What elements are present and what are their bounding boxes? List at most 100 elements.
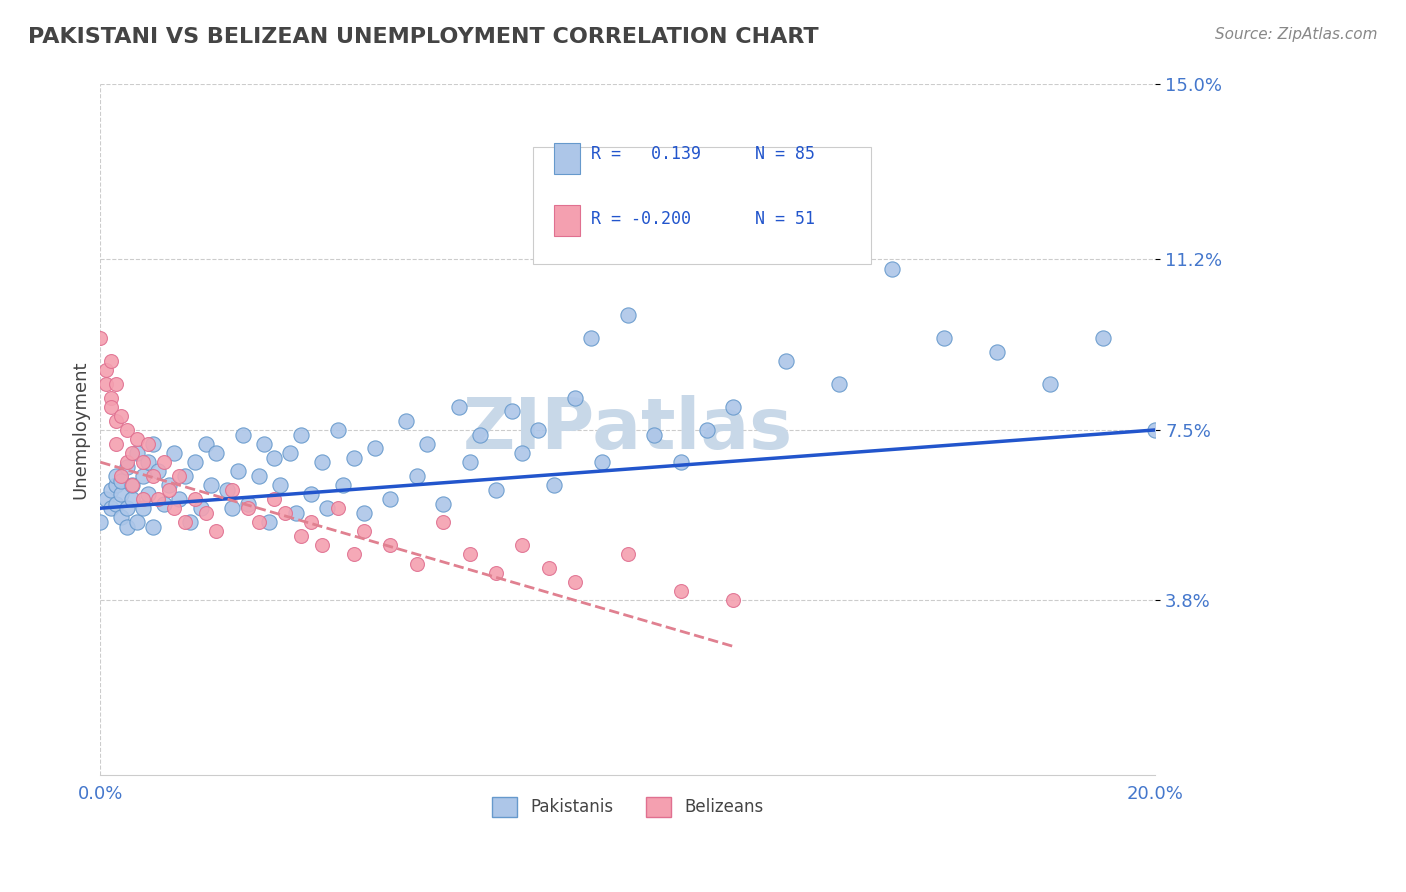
Point <box>236 497 259 511</box>
Point <box>127 432 149 446</box>
Point <box>485 566 508 580</box>
Point <box>100 483 122 497</box>
Point <box>311 538 333 552</box>
FancyBboxPatch shape <box>554 205 581 236</box>
Text: ZIPatlas: ZIPatlas <box>463 395 793 465</box>
Point <box>263 491 285 506</box>
Point <box>131 491 153 506</box>
Point <box>110 409 132 423</box>
Point <box>253 436 276 450</box>
Point <box>311 455 333 469</box>
Point <box>94 491 117 506</box>
Point <box>115 423 138 437</box>
Point <box>432 515 454 529</box>
Text: Source: ZipAtlas.com: Source: ZipAtlas.com <box>1215 27 1378 42</box>
Point <box>380 491 402 506</box>
Point <box>363 442 385 456</box>
Point <box>173 469 195 483</box>
Point <box>828 376 851 391</box>
Point <box>1091 331 1114 345</box>
Point <box>775 354 797 368</box>
Point <box>100 400 122 414</box>
Point <box>105 497 128 511</box>
Point <box>190 501 212 516</box>
Point <box>986 344 1008 359</box>
Point <box>100 391 122 405</box>
Point <box>184 491 207 506</box>
Point <box>127 446 149 460</box>
Point <box>257 515 280 529</box>
Point <box>342 547 364 561</box>
Point <box>934 331 956 345</box>
Point <box>247 515 270 529</box>
Point <box>416 436 439 450</box>
Point <box>669 455 692 469</box>
Point <box>221 501 243 516</box>
Point <box>89 515 111 529</box>
Point <box>617 547 640 561</box>
Point <box>470 427 492 442</box>
Point <box>880 261 903 276</box>
Point <box>290 427 312 442</box>
Point <box>115 455 138 469</box>
Point <box>617 308 640 322</box>
Point <box>110 469 132 483</box>
Point <box>194 506 217 520</box>
Point <box>205 446 228 460</box>
Point <box>579 331 602 345</box>
Point <box>110 474 132 488</box>
Point <box>105 478 128 492</box>
Point <box>527 423 550 437</box>
Point <box>157 478 180 492</box>
Point <box>152 497 174 511</box>
Point <box>115 519 138 533</box>
Point <box>395 414 418 428</box>
Point <box>485 483 508 497</box>
Point <box>110 487 132 501</box>
Point <box>284 506 307 520</box>
Point <box>696 423 718 437</box>
Point <box>152 455 174 469</box>
Point <box>169 469 191 483</box>
Text: R = -0.200: R = -0.200 <box>591 211 690 228</box>
Point <box>100 501 122 516</box>
Point <box>136 487 159 501</box>
Point <box>353 506 375 520</box>
Point <box>131 469 153 483</box>
Point <box>121 478 143 492</box>
Point <box>157 483 180 497</box>
Point <box>543 478 565 492</box>
Point <box>115 501 138 516</box>
Point <box>723 400 745 414</box>
Point <box>205 524 228 539</box>
Point <box>179 515 201 529</box>
Point <box>326 423 349 437</box>
Point <box>458 455 481 469</box>
Point <box>215 483 238 497</box>
Point <box>110 510 132 524</box>
Point <box>501 404 523 418</box>
Point <box>274 506 297 520</box>
Point <box>163 501 186 516</box>
Y-axis label: Unemployment: Unemployment <box>72 360 89 500</box>
Point <box>184 455 207 469</box>
Point <box>194 436 217 450</box>
Point <box>405 469 427 483</box>
Point <box>121 446 143 460</box>
Point <box>299 515 322 529</box>
Point <box>1039 376 1062 391</box>
Point <box>278 446 301 460</box>
Point <box>148 464 170 478</box>
Point <box>105 376 128 391</box>
Point <box>100 354 122 368</box>
Point <box>564 574 586 589</box>
FancyBboxPatch shape <box>533 146 870 264</box>
Point <box>131 501 153 516</box>
Text: PAKISTANI VS BELIZEAN UNEMPLOYMENT CORRELATION CHART: PAKISTANI VS BELIZEAN UNEMPLOYMENT CORRE… <box>28 27 818 46</box>
Point <box>173 515 195 529</box>
Point <box>89 331 111 345</box>
Point <box>142 436 165 450</box>
Point <box>290 529 312 543</box>
Point <box>121 478 143 492</box>
Point <box>269 478 291 492</box>
